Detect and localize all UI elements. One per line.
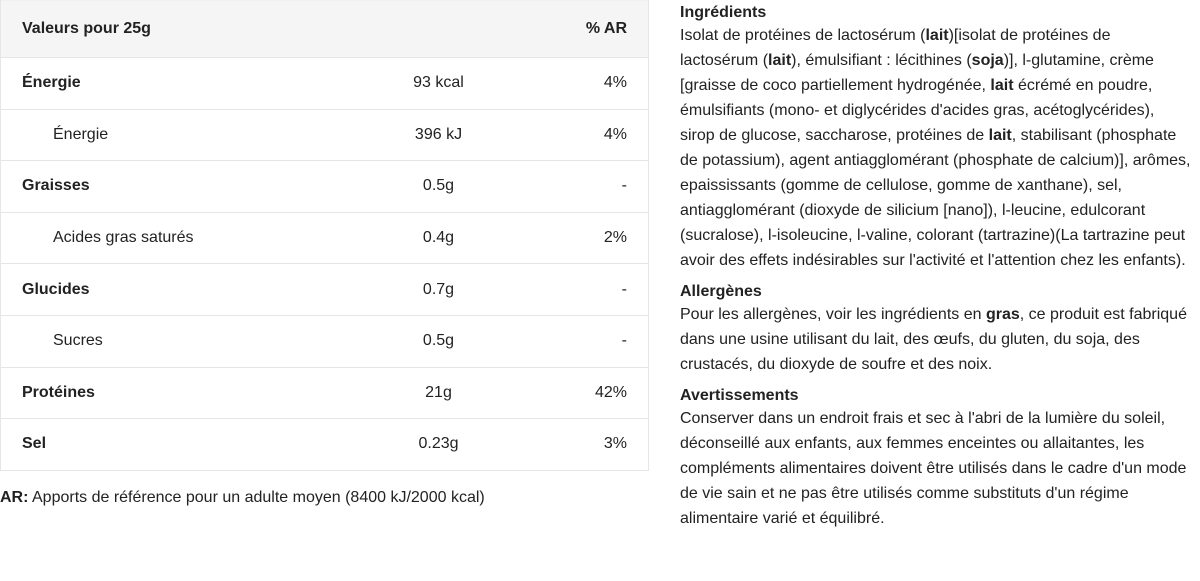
cell-ar: 42% <box>594 383 627 401</box>
text-segment: Pour les allergènes, voir les ingrédient… <box>680 306 986 323</box>
footnote: AR: Apports de référence pour un adulte … <box>0 489 485 507</box>
product-info: Ingrédients Isolat de protéines de lactos… <box>680 3 1192 540</box>
table-row: Acides gras saturés 0.4g 2% <box>1 211 648 264</box>
bold-allergen: soja <box>971 52 1004 69</box>
text-segment: Conserver dans un endroit frais et sec à… <box>680 410 1187 527</box>
text-segment: )[isolat de protéines de lactosérum ( <box>680 27 1111 69</box>
bold-allergen: lait <box>988 127 1012 144</box>
cell-label: Énergie <box>22 74 81 92</box>
header-label: Valeurs pour 25g <box>22 20 151 37</box>
cell-ar: - <box>621 332 627 350</box>
cell-ar: 2% <box>603 229 627 247</box>
text-segment: ), émulsifiant : lécithines ( <box>791 52 972 69</box>
text-segment: )], l-glutamine, crème [graisse de coco … <box>680 52 1154 94</box>
cell-ar: 4% <box>603 74 627 92</box>
text-segment: , ce produit est fabriqué dans une usine… <box>680 306 1187 373</box>
text-segment: Isolat de protéines de lactosérum ( <box>680 27 926 44</box>
cell-label: Graisses <box>22 177 90 195</box>
bold-allergen: lait <box>990 77 1014 94</box>
cell-value: 21g <box>425 383 452 401</box>
table-row: Graisses 0.5g - <box>1 160 648 212</box>
bold-allergen: lait <box>768 52 792 69</box>
section-title: Ingrédients <box>680 4 767 21</box>
table-row: Sel 0.23g 3% <box>1 418 648 470</box>
bold-allergen: lait <box>925 27 949 44</box>
cell-label: Acides gras saturés <box>53 229 194 247</box>
text-segment: , stabilisant (phosphate de potassium), … <box>680 127 1191 269</box>
cell-ar: 3% <box>603 435 627 453</box>
table-row: Énergie 396 kJ 4% <box>1 108 648 161</box>
cell-label: Sel <box>22 435 47 453</box>
cell-label: Protéines <box>22 383 95 401</box>
section-title: Avertissements <box>680 387 799 404</box>
text-segment: écrémé en poudre, émulsifiants (mono- et… <box>680 77 1155 144</box>
table-row: Protéines 21g 42% <box>1 366 648 419</box>
cell-ar: 4% <box>603 125 627 143</box>
header-ar: % AR <box>585 20 627 37</box>
cell-ar: - <box>621 280 627 298</box>
cell-value: 93 kcal <box>413 74 464 92</box>
footnote-abbr: AR: <box>0 489 29 506</box>
bold-allergen: gras <box>985 306 1020 323</box>
table-header: Valeurs pour 25g % AR <box>1 0 648 57</box>
cell-value: 396 kJ <box>414 125 463 143</box>
footnote-text: Apports de référence pour un adulte moye… <box>28 489 485 506</box>
cell-value: 0.4g <box>422 229 455 247</box>
table-row: Glucides 0.7g - <box>1 263 648 315</box>
cell-label: Sucres <box>53 332 103 350</box>
cell-value: 0.5g <box>422 332 455 350</box>
table-row: Sucres 0.5g - <box>1 314 648 367</box>
cell-value: 0.23g <box>418 435 459 453</box>
table-row: Énergie 93 kcal 4% <box>1 57 648 109</box>
section-title: Allergènes <box>680 283 762 300</box>
section-text: Pour les allergènes, voir les ingrédient… <box>680 302 1192 377</box>
cell-label: Glucides <box>22 280 90 298</box>
section-text: Conserver dans un endroit frais et sec à… <box>680 406 1192 531</box>
cell-value: 0.5g <box>422 177 455 195</box>
nutrition-table: Valeurs pour 25g % AR Énergie 93 kcal 4% Én… <box>0 0 649 471</box>
cell-ar: - <box>621 177 627 195</box>
cell-value: 0.7g <box>422 280 455 298</box>
section-text: Isolat de protéines de lactosérum (lait)… <box>680 23 1192 273</box>
cell-label: Énergie <box>53 125 109 143</box>
